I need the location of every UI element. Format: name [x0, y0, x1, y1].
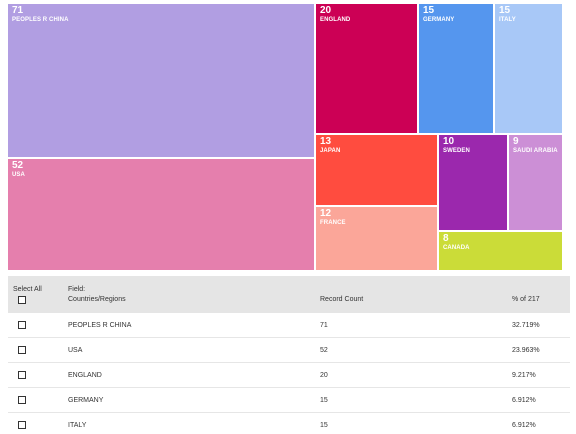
- row-name: ITALY: [68, 422, 87, 429]
- tile-label: FRANCE: [320, 220, 346, 226]
- results-table: Select All Field: Countries/Regions Reco…: [8, 276, 570, 434]
- tile-count: 8: [443, 233, 449, 244]
- tile-count: 15: [499, 5, 511, 16]
- tile-label: SWEDEN: [443, 148, 470, 154]
- row-count: 15: [320, 397, 328, 404]
- treemap-tile-canada[interactable]: 8 CANADA: [439, 232, 562, 270]
- row-checkbox[interactable]: [18, 396, 26, 404]
- select-all-checkbox[interactable]: [18, 296, 26, 304]
- treemap-chart: 71 PEOPLES R CHINA 52 USA 20 ENGLAND 15 …: [8, 4, 562, 270]
- row-count: 15: [320, 422, 328, 429]
- tile-count: 13: [320, 136, 332, 147]
- row-percent: 6.912%: [512, 422, 536, 429]
- treemap-tile-france[interactable]: 12 FRANCE: [316, 207, 437, 270]
- row-checkbox[interactable]: [18, 371, 26, 379]
- row-checkbox[interactable]: [18, 346, 26, 354]
- row-percent: 6.912%: [512, 397, 536, 404]
- tile-count: 10: [443, 136, 455, 147]
- tile-label: SAUDI ARABIA: [513, 148, 558, 154]
- treemap-tile-sweden[interactable]: 10 SWEDEN: [439, 135, 507, 230]
- tile-count: 52: [12, 160, 24, 171]
- tile-label: USA: [12, 172, 25, 178]
- treemap-tile-japan[interactable]: 13 JAPAN: [316, 135, 437, 205]
- table-row: GERMANY 15 6.912%: [8, 388, 570, 413]
- tile-count: 9: [513, 136, 519, 147]
- row-percent: 23.963%: [512, 347, 540, 354]
- field-label: Field:: [68, 286, 86, 293]
- treemap-tile-england[interactable]: 20 ENGLAND: [316, 4, 417, 133]
- row-count: 71: [320, 322, 328, 329]
- row-name: USA: [68, 347, 83, 354]
- row-checkbox[interactable]: [18, 421, 26, 429]
- treemap-tile-usa[interactable]: 52 USA: [8, 159, 314, 270]
- tile-label: ITALY: [499, 17, 516, 23]
- table-row: USA 52 23.963%: [8, 338, 570, 363]
- treemap-tile-peoples-r-china[interactable]: 71 PEOPLES R CHINA: [8, 4, 314, 157]
- row-count: 52: [320, 347, 328, 354]
- row-name: GERMANY: [68, 397, 104, 404]
- row-name: PEOPLES R CHINA: [68, 322, 132, 329]
- select-all-label: Select All: [13, 286, 42, 293]
- treemap-tile-germany[interactable]: 15 GERMANY: [419, 4, 493, 133]
- row-count: 20: [320, 372, 328, 379]
- table-row: PEOPLES R CHINA 71 32.719%: [8, 313, 570, 338]
- tile-count: 15: [423, 5, 435, 16]
- table-header: Select All Field: Countries/Regions Reco…: [8, 276, 570, 313]
- percent-header: % of 217: [512, 296, 540, 303]
- tile-label: GERMANY: [423, 17, 455, 23]
- table-row: ENGLAND 20 9.217%: [8, 363, 570, 388]
- tile-count: 12: [320, 208, 332, 219]
- treemap-tile-italy[interactable]: 15 ITALY: [495, 4, 562, 133]
- tile-label: PEOPLES R CHINA: [12, 17, 69, 23]
- field-name-header: Countries/Regions: [68, 296, 126, 303]
- tile-count: 20: [320, 5, 332, 16]
- record-count-header: Record Count: [320, 296, 364, 303]
- table-row: ITALY 15 6.912%: [8, 413, 570, 434]
- tile-count: 71: [12, 5, 24, 16]
- treemap-tile-saudi-arabia[interactable]: 9 SAUDI ARABIA: [509, 135, 562, 230]
- row-name: ENGLAND: [68, 372, 102, 379]
- tile-label: ENGLAND: [320, 17, 351, 23]
- row-checkbox[interactable]: [18, 321, 26, 329]
- row-percent: 9.217%: [512, 372, 536, 379]
- tile-label: JAPAN: [320, 148, 341, 154]
- row-percent: 32.719%: [512, 322, 540, 329]
- tile-label: CANADA: [443, 245, 470, 251]
